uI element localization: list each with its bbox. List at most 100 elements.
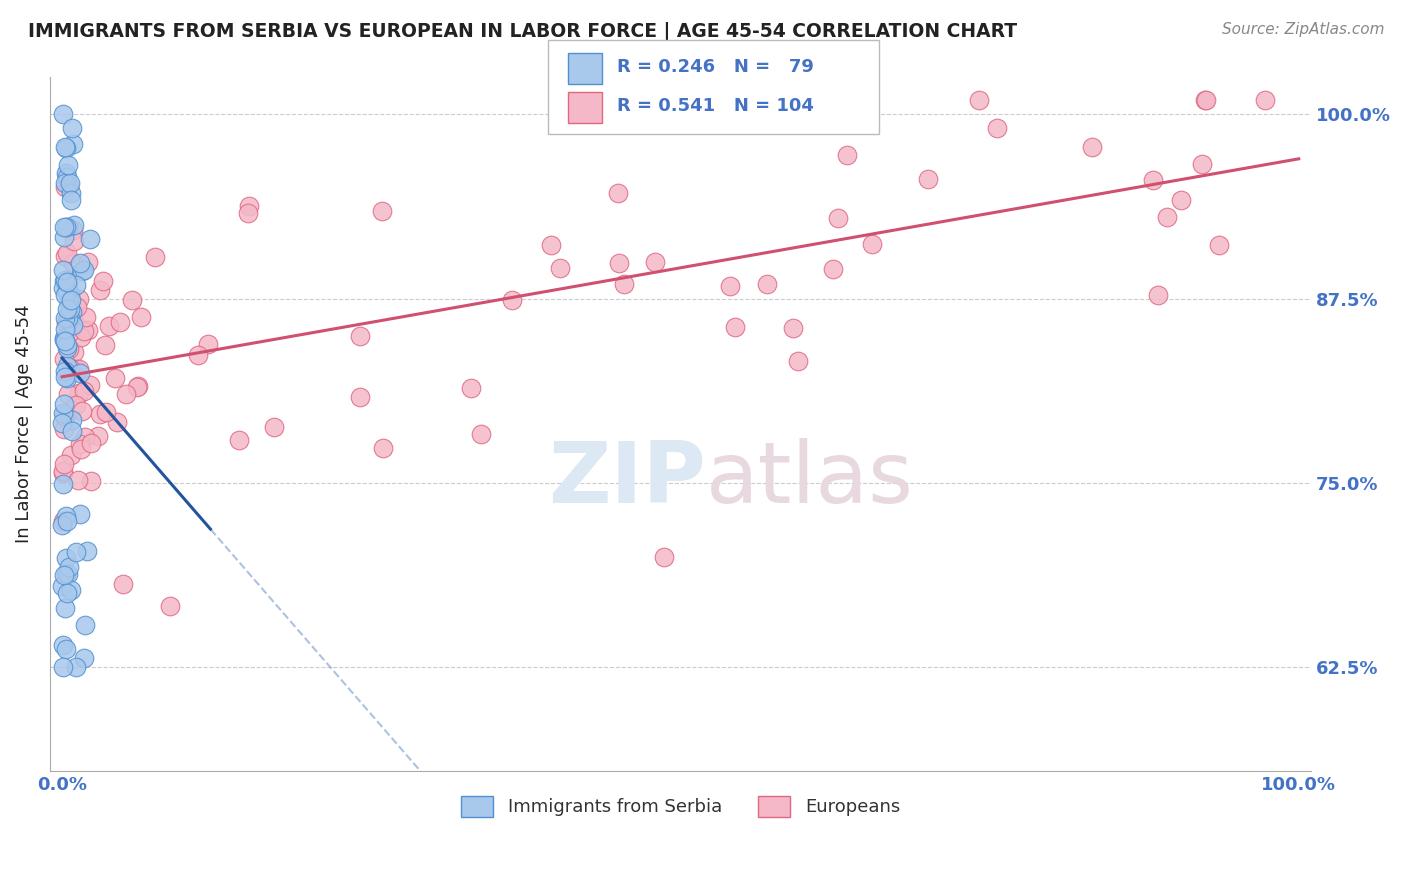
Point xyxy=(72,651,94,665)
Point xyxy=(52,409,75,424)
Point xyxy=(55,508,77,523)
Point xyxy=(1208,238,1230,252)
Point xyxy=(159,599,181,614)
Point xyxy=(58,176,80,190)
Point xyxy=(56,567,79,582)
Point xyxy=(1195,93,1218,107)
Point xyxy=(67,473,90,487)
Point xyxy=(75,430,97,444)
Point xyxy=(62,222,84,236)
Point xyxy=(70,329,93,343)
Point xyxy=(70,404,93,418)
Point xyxy=(59,293,82,307)
Point xyxy=(52,331,75,345)
Point xyxy=(55,284,77,298)
Point xyxy=(52,660,75,674)
Point xyxy=(787,354,810,368)
Point xyxy=(53,601,76,615)
Point xyxy=(782,320,804,334)
Point xyxy=(52,219,75,234)
Point xyxy=(62,234,84,248)
Point xyxy=(53,274,76,288)
Point xyxy=(65,660,87,674)
Point xyxy=(53,333,76,347)
Point xyxy=(51,579,73,593)
Text: Source: ZipAtlas.com: Source: ZipAtlas.com xyxy=(1222,22,1385,37)
Point xyxy=(53,370,76,384)
Point xyxy=(55,566,77,581)
Point xyxy=(56,246,79,260)
Point xyxy=(470,426,492,441)
Point xyxy=(724,320,747,334)
Point xyxy=(652,550,675,565)
Point xyxy=(1191,157,1213,171)
Point xyxy=(67,292,90,306)
Point xyxy=(371,441,394,455)
Text: R = 0.541   N = 104: R = 0.541 N = 104 xyxy=(617,97,814,115)
Point xyxy=(60,193,83,207)
Point xyxy=(60,121,83,136)
Point xyxy=(55,408,77,422)
Text: IMMIGRANTS FROM SERBIA VS EUROPEAN IN LABOR FORCE | AGE 45-54 CORRELATION CHART: IMMIGRANTS FROM SERBIA VS EUROPEAN IN LA… xyxy=(28,22,1018,42)
Point xyxy=(112,577,135,591)
Point xyxy=(75,310,97,324)
Point xyxy=(460,381,482,395)
Point xyxy=(860,236,883,251)
Point xyxy=(143,250,166,264)
Point xyxy=(53,179,76,194)
Point xyxy=(56,586,79,600)
Point xyxy=(59,360,82,375)
Point xyxy=(91,274,114,288)
Point xyxy=(612,277,634,292)
Point xyxy=(62,136,84,151)
Point xyxy=(263,420,285,434)
Point xyxy=(58,559,80,574)
Point xyxy=(56,371,79,385)
Point xyxy=(55,322,77,336)
Point xyxy=(70,442,93,456)
Legend: Immigrants from Serbia, Europeans: Immigrants from Serbia, Europeans xyxy=(453,789,907,824)
Point xyxy=(131,310,153,325)
Point xyxy=(52,281,75,295)
Point xyxy=(55,288,77,302)
Point xyxy=(87,429,110,443)
Point xyxy=(58,178,80,193)
Point xyxy=(56,157,79,171)
Point xyxy=(89,407,111,421)
Point xyxy=(59,582,82,597)
Point xyxy=(1142,173,1164,187)
Point xyxy=(967,93,990,107)
Point xyxy=(73,263,96,277)
Point xyxy=(66,300,89,314)
Point xyxy=(52,397,75,411)
Point xyxy=(56,219,79,234)
Point xyxy=(55,551,77,566)
Point xyxy=(821,261,844,276)
Point xyxy=(56,169,79,184)
Point xyxy=(62,255,84,269)
Point xyxy=(55,141,77,155)
Point xyxy=(98,318,121,333)
Point xyxy=(53,140,76,154)
Point xyxy=(699,93,721,107)
Point xyxy=(55,301,77,316)
Point xyxy=(58,311,80,326)
Point xyxy=(349,329,371,343)
Point xyxy=(1253,93,1275,107)
Point xyxy=(1147,287,1170,301)
Text: ZIP: ZIP xyxy=(548,438,706,521)
Point xyxy=(52,107,75,121)
Point xyxy=(69,436,91,450)
Point xyxy=(52,514,75,528)
Point xyxy=(236,206,259,220)
Point xyxy=(56,359,79,374)
Point xyxy=(51,638,73,652)
Point xyxy=(55,514,77,528)
Point xyxy=(1170,193,1192,207)
Point xyxy=(79,474,101,488)
Point xyxy=(718,278,741,293)
Point xyxy=(548,261,571,276)
Point xyxy=(52,406,75,420)
Point xyxy=(53,249,76,263)
Point xyxy=(59,310,82,325)
